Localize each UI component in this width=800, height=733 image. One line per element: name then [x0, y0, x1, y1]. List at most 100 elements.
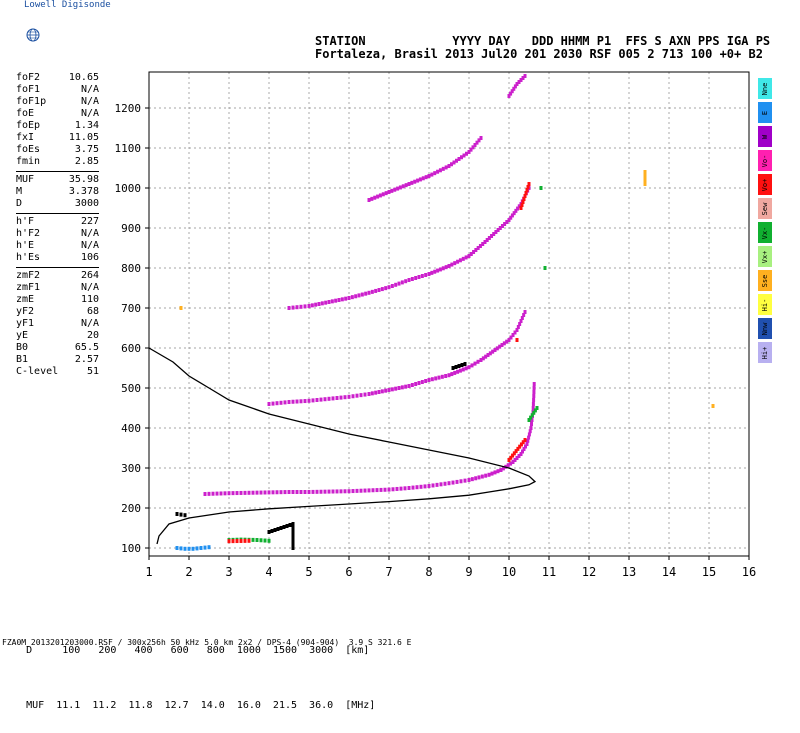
- header-values: Fortaleza, Brasil 2013 Jul20 201 2030 RS…: [315, 47, 763, 61]
- echo-point: [387, 285, 391, 290]
- echo-point: [401, 184, 405, 189]
- ionogram-chart: 100200300400500600700800900100011001200 …: [115, 71, 756, 579]
- echo-point: [643, 182, 647, 186]
- echo-point: [279, 490, 283, 495]
- param-value: 2.57: [74, 354, 99, 365]
- echo-point: [203, 492, 207, 496]
- echo-point: [501, 466, 505, 471]
- echo-point: [441, 166, 445, 171]
- echo-point: [499, 468, 503, 472]
- echo-point: [503, 222, 507, 226]
- echo-point: [287, 490, 291, 494]
- echo-point: [183, 513, 187, 518]
- echo-point: [267, 538, 271, 543]
- echo-point: [363, 392, 367, 397]
- echo-point: [291, 546, 295, 550]
- param-name: foEs: [16, 144, 41, 155]
- echo-point: [331, 396, 335, 401]
- y-tick-label: 200: [121, 502, 141, 515]
- x-tick-label: 12: [582, 565, 596, 579]
- echo-point: [465, 151, 468, 156]
- echo-point: [522, 197, 526, 201]
- echo-point: [273, 528, 277, 532]
- echo-point: [518, 322, 522, 326]
- echo-point: [447, 164, 451, 168]
- echo-point: [502, 341, 506, 346]
- param-name: B0: [16, 342, 29, 353]
- echo-point: [505, 339, 509, 344]
- echo-point: [507, 458, 511, 462]
- echo-point: [397, 386, 401, 390]
- echo-point: [279, 526, 283, 530]
- echo-point: [247, 490, 251, 495]
- param-row: MUF 35.98: [16, 174, 99, 186]
- y-tick-label: 1100: [115, 142, 142, 155]
- echo-point: [417, 381, 421, 385]
- param-name: h'F2: [16, 228, 41, 239]
- echo-point: [455, 479, 459, 484]
- echo-point: [404, 384, 408, 389]
- brand-label: Lowell Digisonde: [24, 0, 111, 10]
- echo-point: [279, 400, 283, 405]
- echo-point: [404, 183, 408, 188]
- y-tick-label: 900: [121, 222, 141, 235]
- param-name: yF1: [16, 318, 35, 329]
- echo-point: [507, 218, 511, 222]
- polarization-legend: Nne E W Vo- Vo+ Sew Vx- Vx+ Sse Hi- Nnw Hi+: [758, 78, 772, 366]
- legend-swatch: Vo-: [758, 150, 772, 171]
- muf-unit: [MHz]: [345, 700, 376, 711]
- echo-point: [457, 157, 461, 161]
- echo-point: [470, 477, 474, 482]
- echo-point: [295, 490, 299, 494]
- echo-point: [447, 264, 451, 268]
- echo-point: [451, 480, 455, 485]
- echo-point: [271, 490, 275, 495]
- echo-point: [395, 486, 399, 491]
- echo-point: [427, 272, 431, 276]
- param-name: yF2: [16, 306, 35, 317]
- param-value: 1.34: [74, 120, 99, 131]
- echo-point: [344, 296, 348, 301]
- echo-point: [291, 538, 295, 542]
- echo-point: [343, 395, 347, 400]
- echo-point: [424, 273, 428, 277]
- echo-point: [532, 398, 536, 402]
- echo-point: [291, 526, 295, 530]
- echo-point: [387, 487, 391, 492]
- echo-point: [505, 220, 509, 224]
- echo-point: [396, 186, 400, 191]
- param-row: foEs 3.75: [16, 144, 99, 156]
- echo-point: [430, 172, 434, 177]
- param-row: M 3.378: [16, 186, 99, 198]
- param-value: N/A: [80, 318, 99, 329]
- y-tick-label: 400: [121, 422, 141, 435]
- echo-point: [524, 444, 527, 449]
- echo-point: [464, 366, 468, 371]
- echo-point: [319, 489, 323, 494]
- x-tick-label: 11: [542, 565, 556, 579]
- echo-point: [323, 489, 327, 494]
- echo-point: [390, 284, 394, 288]
- echo-point: [469, 252, 473, 256]
- echo-point: [513, 330, 517, 335]
- echo-point: [480, 474, 484, 479]
- echo-point: [231, 539, 235, 544]
- param-value: 20: [86, 330, 99, 341]
- echo-point: [444, 265, 448, 270]
- param-name: M: [16, 186, 23, 197]
- y-tick-label: 100: [121, 542, 141, 555]
- header-columns: STATION YYYY DAY DDD HHMM P1 FFS S AXN P…: [315, 34, 771, 48]
- echo-point: [351, 394, 355, 399]
- echo-point: [357, 293, 361, 298]
- echo-point: [516, 446, 520, 451]
- echo-point: [507, 94, 511, 98]
- legend-swatch: Nne: [758, 78, 772, 99]
- echo-point: [521, 76, 525, 80]
- echo-point: [513, 458, 517, 462]
- param-row: foF1p N/A: [16, 96, 99, 108]
- echo-point: [414, 382, 418, 386]
- echo-point: [476, 359, 480, 364]
- echo-point: [523, 194, 527, 198]
- echo-point: [404, 279, 408, 284]
- echo-point: [407, 486, 411, 490]
